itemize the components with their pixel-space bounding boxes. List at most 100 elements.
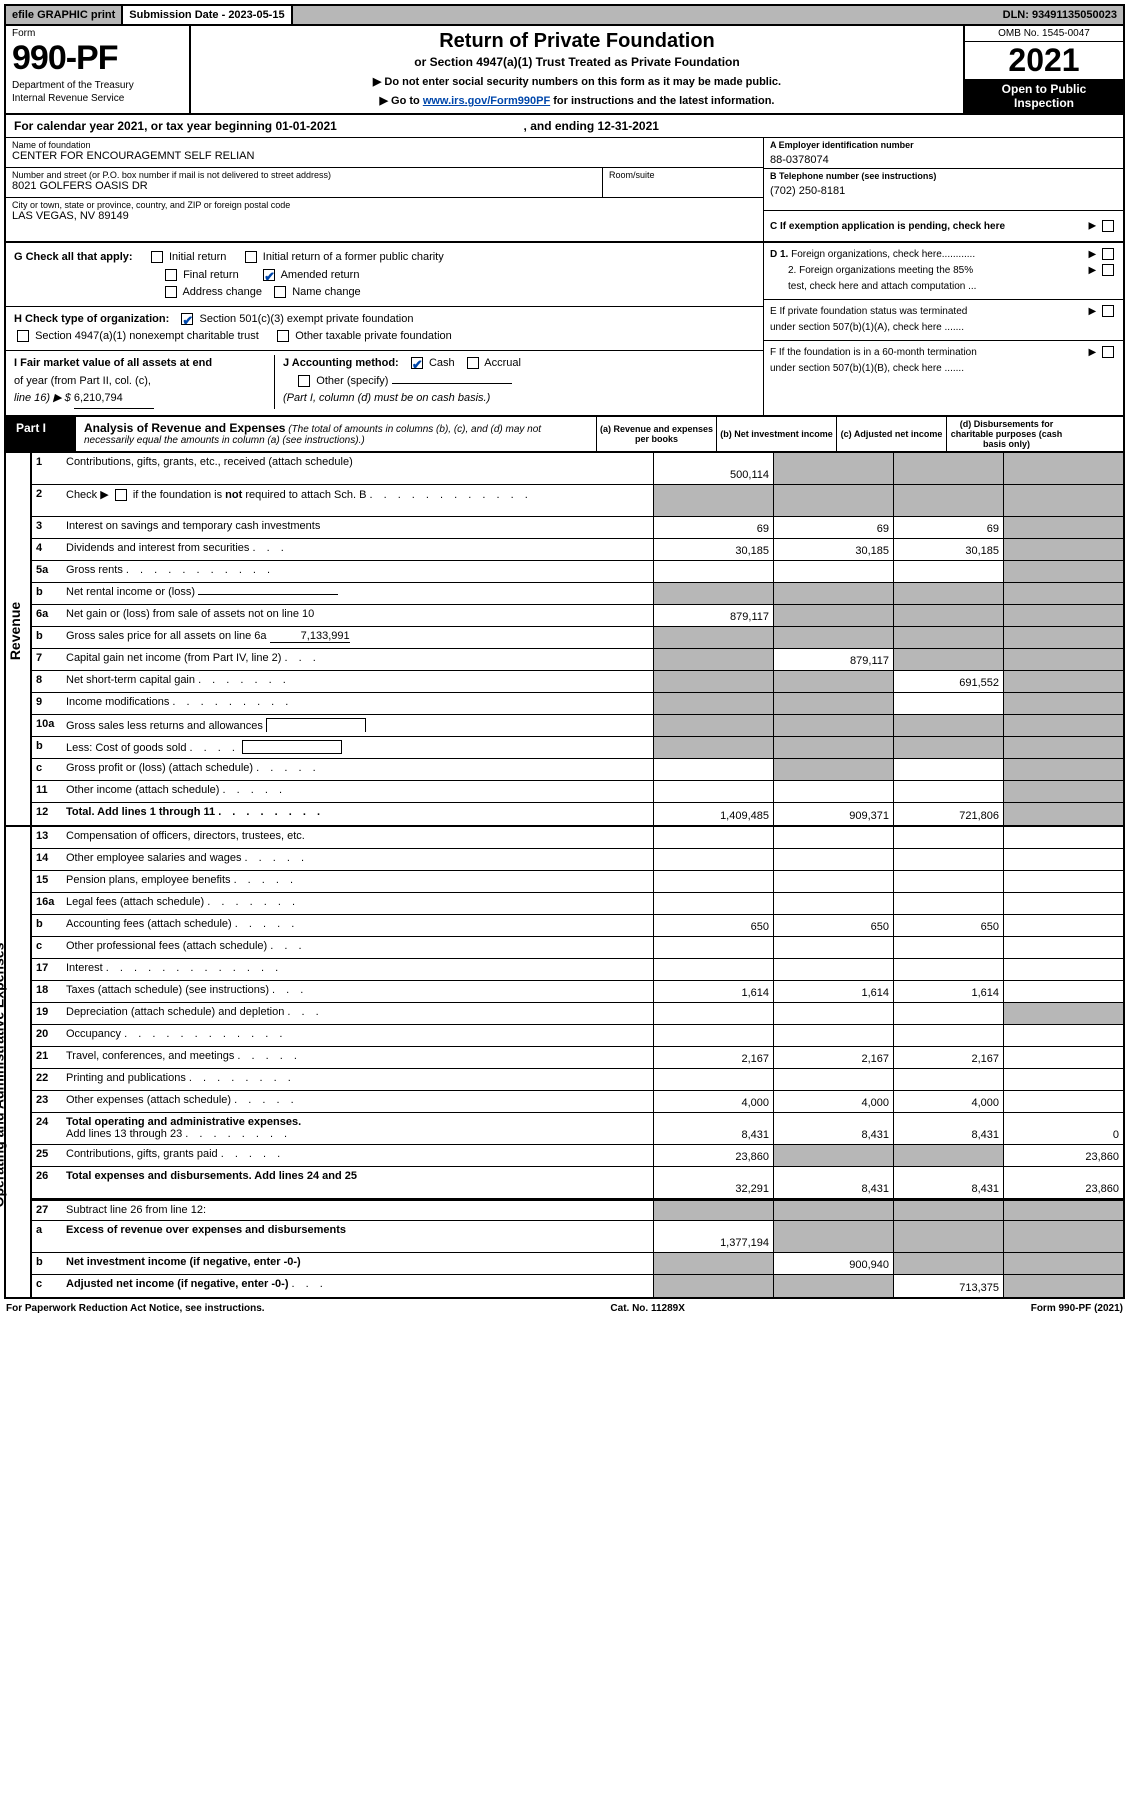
calendar-year-row: For calendar year 2021, or tax year begi… (4, 115, 1125, 138)
ln15-d (1003, 871, 1123, 892)
dept-treasury: Department of the Treasury (12, 80, 183, 91)
h-other-checkbox[interactable] (277, 330, 289, 342)
ln9-desc: Income modifications . . . . . . . . . (66, 693, 653, 714)
line-5b: b Net rental income or (loss) (32, 583, 1123, 605)
ln18-c: 1,614 (893, 981, 1003, 1002)
ln16b-num: b (32, 915, 66, 936)
ln21-desc: Travel, conferences, and meetings . . . … (66, 1047, 653, 1068)
inspection-line1: Open to Public (968, 82, 1120, 96)
address-change-checkbox[interactable] (165, 286, 177, 298)
c-checkbox[interactable] (1102, 220, 1114, 232)
line-16b: b Accounting fees (attach schedule) . . … (32, 915, 1123, 937)
j-other-input[interactable] (392, 383, 512, 384)
schb-checkbox[interactable] (115, 489, 127, 501)
initial-former-checkbox[interactable] (245, 251, 257, 263)
checkbox-block: G Check all that apply: Initial return I… (4, 243, 1125, 417)
ln23-d (1003, 1091, 1123, 1112)
ln7-desc: Capital gain net income (from Part IV, l… (66, 649, 653, 670)
ln1-num: 1 (32, 453, 66, 484)
expenses-side: Operating and Administrative Expenses (6, 827, 32, 1297)
ln10c-desc: Gross profit or (loss) (attach schedule)… (66, 759, 653, 780)
line-27a: a Excess of revenue over expenses and di… (32, 1221, 1123, 1253)
irs-link[interactable]: www.irs.gov/Form990PF (423, 95, 550, 107)
ln6b-c (893, 627, 1003, 648)
ln1-d (1003, 453, 1123, 484)
ln25-desc: Contributions, gifts, grants paid . . . … (66, 1145, 653, 1166)
h-501c3-checkbox[interactable] (181, 313, 193, 325)
line-10c: c Gross profit or (loss) (attach schedul… (32, 759, 1123, 781)
line-8: 8 Net short-term capital gain . . . . . … (32, 671, 1123, 693)
col-d-header: (d) Disbursements for charitable purpose… (946, 417, 1066, 451)
ln24-desc: Total operating and administrative expen… (66, 1113, 653, 1144)
h-label: H Check type of organization: (14, 313, 169, 325)
ln1-a: 500,114 (653, 453, 773, 484)
ln8-a (653, 671, 773, 692)
ln5b-a (653, 583, 773, 604)
ij-row: I Fair market value of all assets at end… (6, 350, 763, 409)
revenue-side: Revenue (6, 453, 32, 825)
ln27b-a (653, 1253, 773, 1274)
part1-desc: Analysis of Revenue and Expenses (The to… (76, 417, 596, 451)
ln17-b (773, 959, 893, 980)
ln10b-a (653, 737, 773, 758)
ln25-d: 23,860 (1003, 1145, 1123, 1166)
phone-label: B Telephone number (see instructions) (770, 171, 1117, 181)
line-11: 11 Other income (attach schedule) . . . … (32, 781, 1123, 803)
amended-return-checkbox[interactable] (263, 269, 275, 281)
ln17-d (1003, 959, 1123, 980)
c-label: C If exemption application is pending, c… (770, 221, 1005, 232)
name-change-checkbox[interactable] (274, 286, 286, 298)
line-6a: 6a Net gain or (loss) from sale of asset… (32, 605, 1123, 627)
revenue-rows: 1 Contributions, gifts, grants, etc., re… (32, 453, 1123, 825)
ln17-a (653, 959, 773, 980)
line-16c: c Other professional fees (attach schedu… (32, 937, 1123, 959)
j-label: J Accounting method: (283, 357, 399, 369)
ln12-desc: Total. Add lines 1 through 11 . . . . . … (66, 803, 653, 825)
expenses-rows: 13 Compensation of officers, directors, … (32, 827, 1123, 1297)
top-bar: efile GRAPHIC print Submission Date - 20… (4, 4, 1125, 26)
ln22-desc: Printing and publications . . . . . . . … (66, 1069, 653, 1090)
final-return-checkbox[interactable] (165, 269, 177, 281)
expenses-section: Operating and Administrative Expenses 13… (4, 827, 1125, 1299)
j-cash-checkbox[interactable] (411, 357, 423, 369)
h-4947-label: Section 4947(a)(1) nonexempt charitable … (35, 330, 259, 342)
footer-left: For Paperwork Reduction Act Notice, see … (6, 1303, 265, 1314)
ln5a-num: 5a (32, 561, 66, 582)
ln11-desc: Other income (attach schedule) . . . . . (66, 781, 653, 802)
ln23-desc: Other expenses (attach schedule) . . . .… (66, 1091, 653, 1112)
street-cell: Number and street (or P.O. box number if… (6, 168, 603, 197)
header-right: OMB No. 1545-0047 2021 Open to Public In… (963, 26, 1123, 113)
line-16a: 16a Legal fees (attach schedule) . . . .… (32, 893, 1123, 915)
ln3-c: 69 (893, 517, 1003, 538)
check-right: D 1. Foreign organizations, check here..… (763, 243, 1123, 415)
ln13-desc: Compensation of officers, directors, tru… (66, 827, 653, 848)
ln19-desc: Depreciation (attach schedule) and deple… (66, 1003, 653, 1024)
ln25-num: 25 (32, 1145, 66, 1166)
h-4947-checkbox[interactable] (17, 330, 29, 342)
ln8-d (1003, 671, 1123, 692)
j-other-checkbox[interactable] (298, 375, 310, 387)
cal-mid: , and ending (524, 119, 598, 133)
h-501c3-label: Section 501(c)(3) exempt private foundat… (199, 313, 413, 325)
ln21-b: 2,167 (773, 1047, 893, 1068)
e1-text: E If private foundation status was termi… (770, 306, 967, 317)
ln5a-a (653, 561, 773, 582)
f-checkbox[interactable] (1102, 346, 1114, 358)
efile-print-button[interactable]: efile GRAPHIC print (6, 6, 123, 24)
j-accrual-checkbox[interactable] (467, 357, 479, 369)
e-checkbox[interactable] (1102, 305, 1114, 317)
line-27b: b Net investment income (if negative, en… (32, 1253, 1123, 1275)
page-footer: For Paperwork Reduction Act Notice, see … (4, 1299, 1125, 1318)
ln16b-c: 650 (893, 915, 1003, 936)
header-left: Form 990-PF Department of the Treasury I… (6, 26, 191, 113)
ln26-b: 8,431 (773, 1167, 893, 1198)
ln24-c: 8,431 (893, 1113, 1003, 1144)
ln24-d: 0 (1003, 1113, 1123, 1144)
ln8-c: 691,552 (893, 671, 1003, 692)
ln16c-b (773, 937, 893, 958)
initial-return-checkbox[interactable] (151, 251, 163, 263)
d2-checkbox[interactable] (1102, 264, 1114, 276)
line-2: 2 Check ▶ if the foundation is not requi… (32, 485, 1123, 517)
d1-checkbox[interactable] (1102, 248, 1114, 260)
ln20-num: 20 (32, 1025, 66, 1046)
